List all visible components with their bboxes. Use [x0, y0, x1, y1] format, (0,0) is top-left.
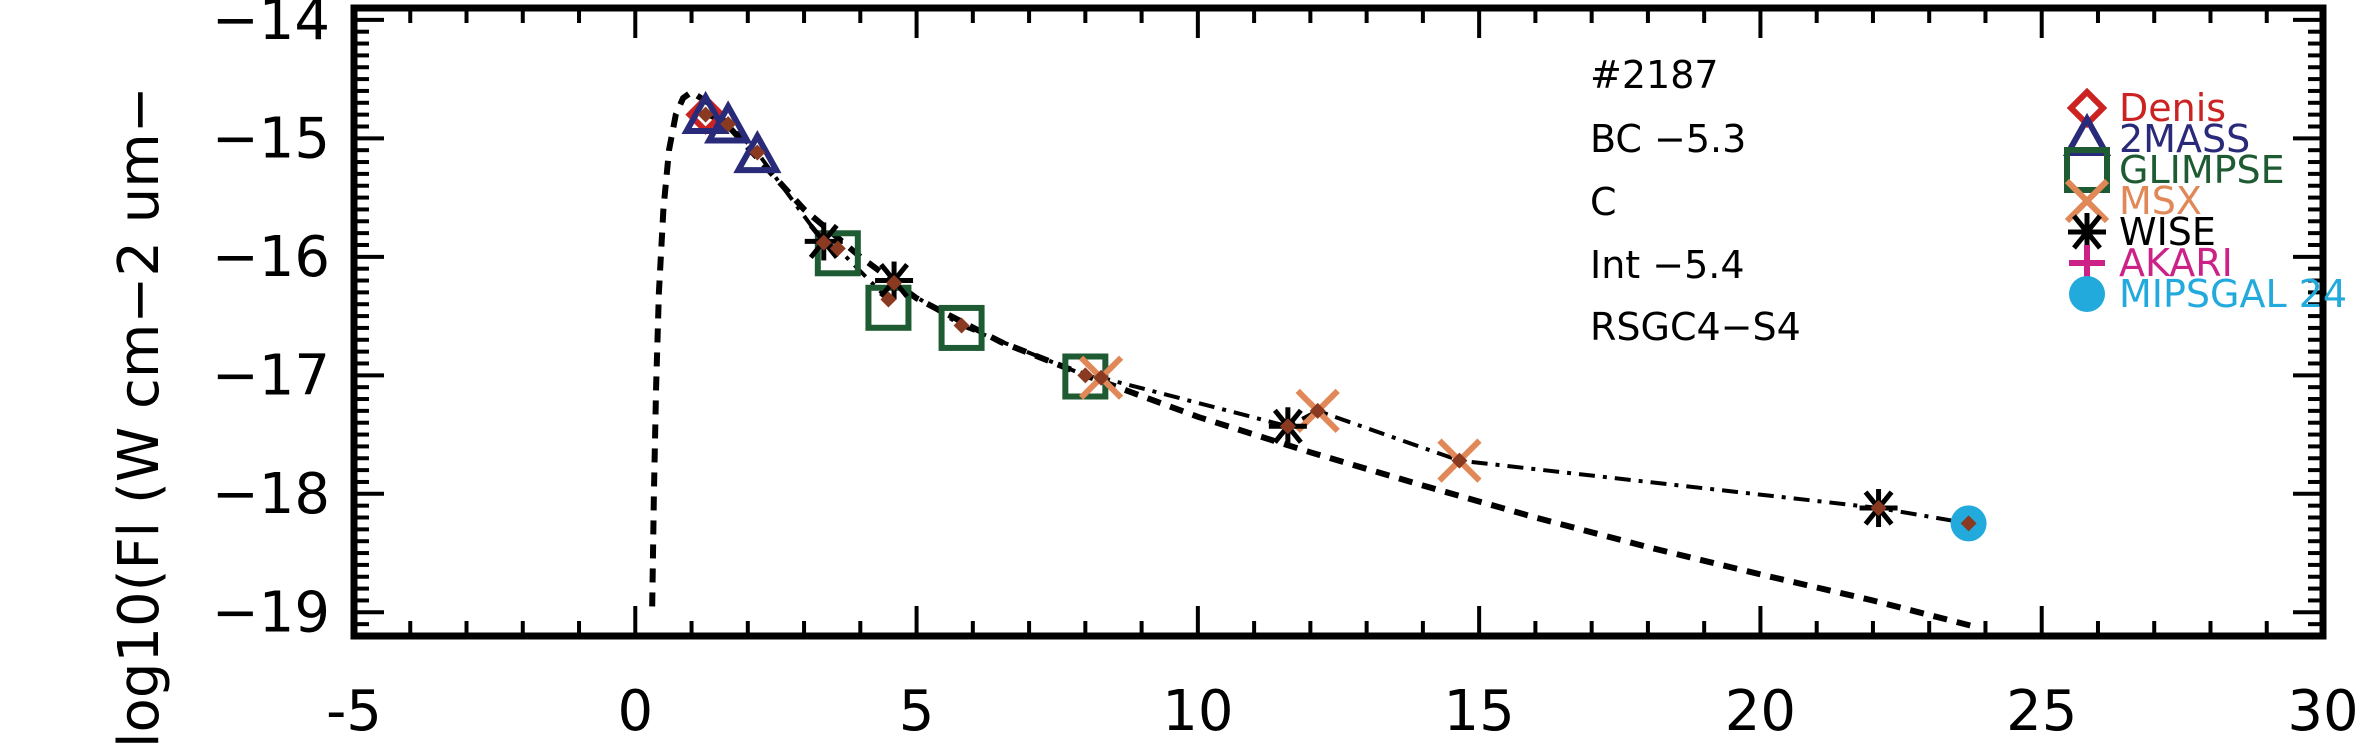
- legend-label-2mass: 2MASS: [2119, 117, 2250, 161]
- flux-point-5: [880, 291, 897, 308]
- annotation-id: #2187: [1590, 53, 1719, 97]
- flux-point-4: [829, 240, 846, 257]
- annotation-source: RSGC4−S4: [1590, 305, 1801, 349]
- legend-label-denis: Denis: [2119, 86, 2226, 130]
- x-tick-label-5: 20: [1725, 679, 1796, 744]
- flux-point-9: [1093, 369, 1110, 386]
- axes-layer: [350, 4, 2327, 640]
- x-tick-label-1: 0: [617, 679, 653, 744]
- legend-label-msx: MSX: [2119, 179, 2202, 223]
- y-tick-label-5: −19: [212, 580, 330, 645]
- y-axis-label: log10(Fl (W cm−2 um−: [107, 86, 172, 748]
- point-2mass-2: [733, 129, 782, 174]
- flux-point-1: [720, 116, 737, 133]
- x-tick-label-4: 15: [1444, 679, 1515, 744]
- annotation-type: C: [1590, 180, 1617, 224]
- x-tick-label-2: 5: [899, 679, 935, 744]
- legend-marker-msx: [2064, 178, 2110, 224]
- legend-label-akari: AKARI: [2119, 241, 2233, 285]
- x-tick-label-7: 30: [2287, 679, 2358, 744]
- flux-point-6: [886, 274, 903, 291]
- y-tick-label-2: −16: [212, 225, 330, 290]
- legend-marker-akari: [2069, 245, 2105, 281]
- y-tick-label-3: −17: [212, 343, 330, 408]
- flux-point-11: [1309, 402, 1326, 419]
- legend-label-mipsgal-24: MIPSGAL 24: [2119, 272, 2347, 316]
- marks-layer: [681, 90, 1987, 542]
- point-glimpse-0: [814, 230, 861, 277]
- flux-point-7: [953, 317, 970, 334]
- flux-point-3: [815, 234, 832, 251]
- legend-marker-mipsgal-24: [2069, 276, 2105, 312]
- legend-marker-glimpse: [2064, 147, 2110, 193]
- model-curve-dashed: [649, 88, 1975, 630]
- flux-point-13: [1870, 500, 1887, 517]
- y-tick-label-1: −15: [212, 106, 330, 171]
- point-2mass-0: [681, 90, 730, 135]
- y-tick-label-4: −18: [212, 462, 330, 527]
- legend-marker-wise: [2068, 213, 2106, 251]
- x-tick-label-0: -5: [326, 679, 382, 744]
- flux-point-0: [697, 106, 714, 123]
- plot-frame: [350, 4, 2327, 640]
- x-tick-label-3: 10: [1162, 679, 1233, 744]
- flux-point-2: [749, 144, 766, 161]
- flux-point-8: [1077, 367, 1094, 384]
- y-tick-label-0: −14: [212, 0, 330, 53]
- curves-layer: [649, 88, 1975, 630]
- legend-label-glimpse: GLIMPSE: [2119, 148, 2285, 192]
- flux-point-12: [1451, 452, 1468, 469]
- tick-labels-layer: -5 0 5 10 15 20 25 30 −14 −15 −16 −17 −18 −19: [212, 0, 2359, 744]
- point-2mass-1: [703, 100, 753, 144]
- flux-point-14: [1960, 515, 1977, 532]
- legend-label-wise: WISE: [2119, 210, 2216, 254]
- annotation-bc: BC −5.3: [1590, 117, 1746, 161]
- point-glimpse-2: [938, 304, 985, 351]
- flux-point-10: [1279, 418, 1296, 435]
- annotations: #2187 BC −5.3 C Int −5.4 RSGC4−S4: [1590, 53, 1801, 349]
- x-tick-label-6: 25: [2006, 679, 2077, 744]
- annotation-int: Int −5.4: [1590, 243, 1745, 287]
